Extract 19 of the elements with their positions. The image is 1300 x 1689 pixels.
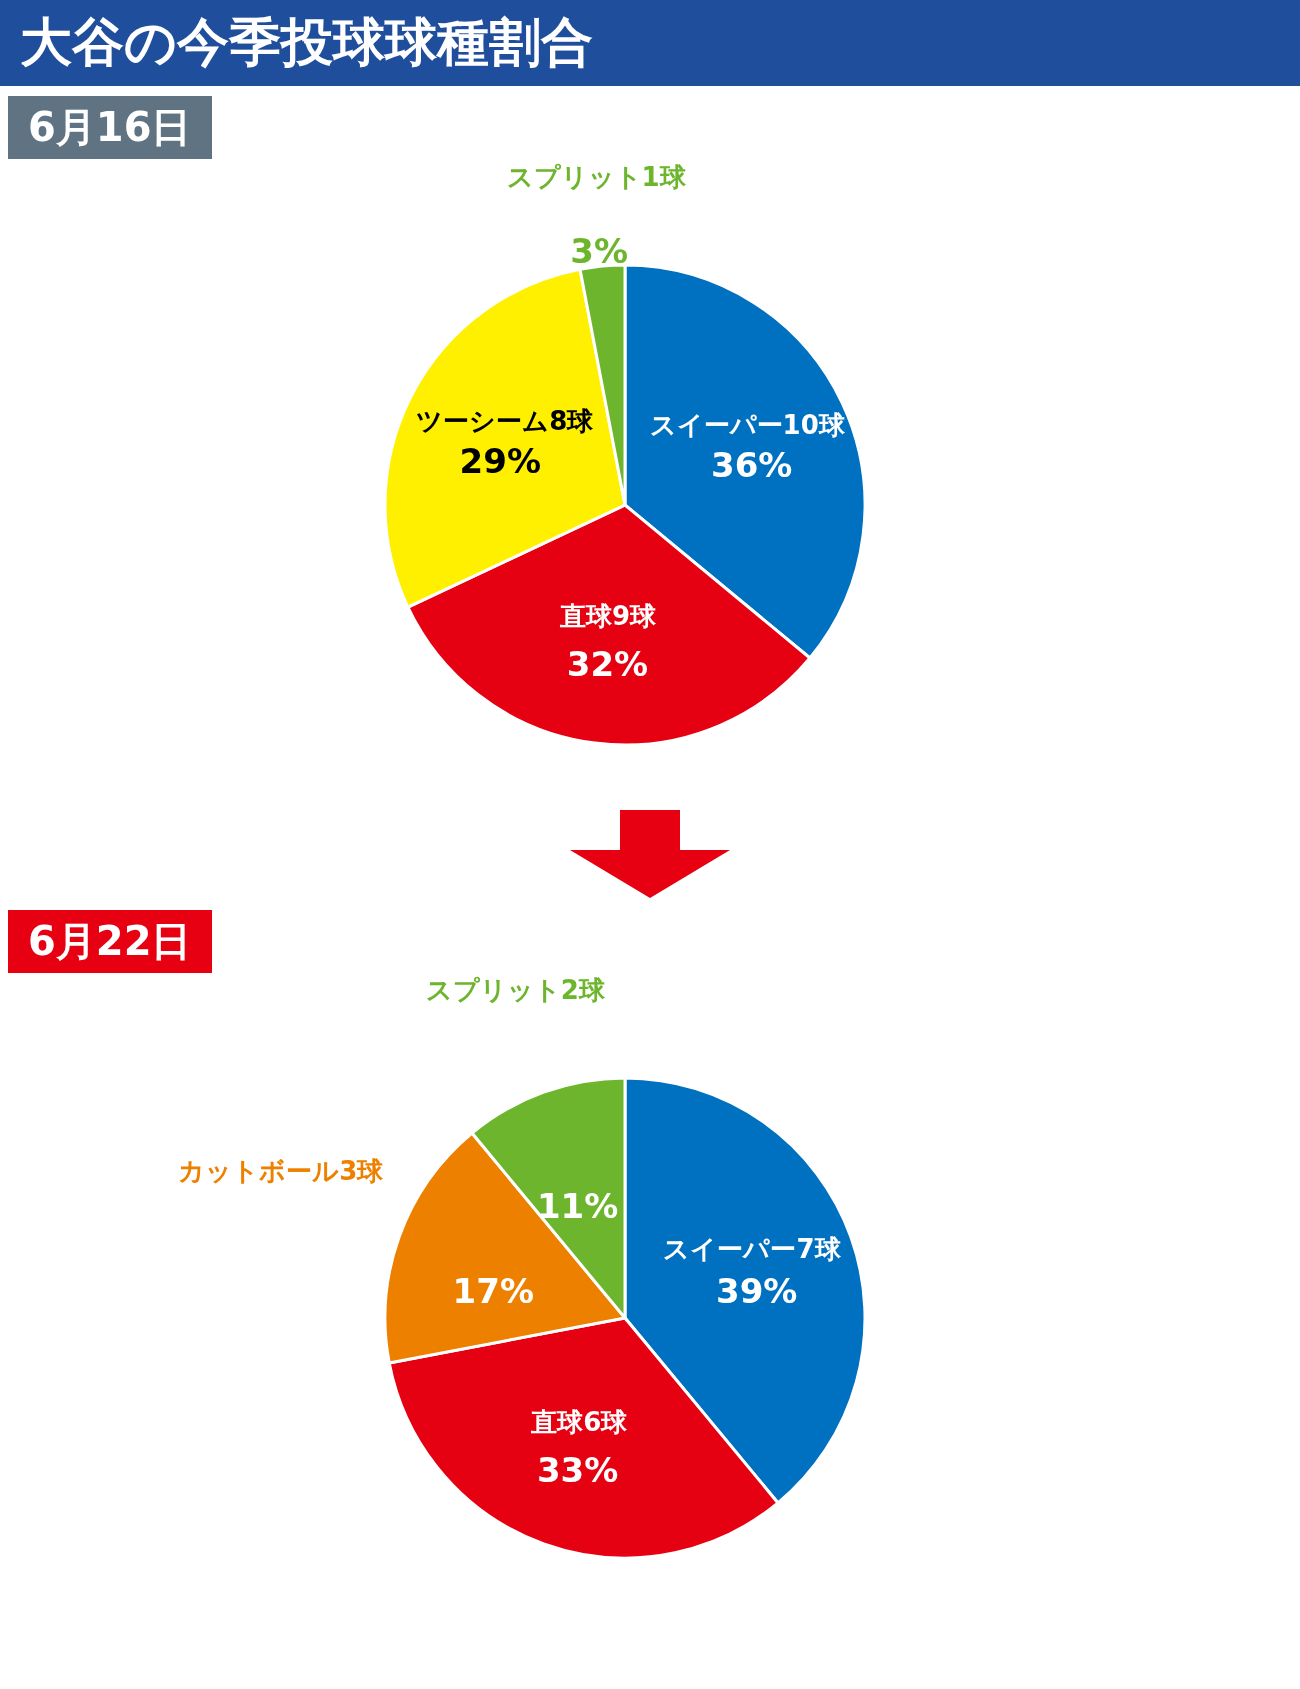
slice-label: スプリット2球 [425,975,606,1006]
slice-label: カットボール3球 [178,1156,385,1187]
data-label: 11% [536,1186,619,1227]
slice-label: スイーパー10球 [649,409,846,440]
data-label: 39% [716,1270,798,1311]
chart-title: 大谷の今季投球球種割合 [0,0,1300,86]
slice-label: 直球9球 [559,600,658,631]
data-label: 33% [536,1449,619,1490]
chart-subtitle: 6月16日 [8,96,212,159]
slice-label: スイーパー7球 [663,1234,842,1265]
data-label: 29% [459,441,541,482]
chart-subtitle: 6月22日 [8,910,212,973]
data-label: 17% [452,1270,534,1311]
slice-label: スプリット1球 [506,161,687,192]
slice-label: ツーシーム8球 [416,405,595,436]
data-label: 36% [710,445,793,486]
data-label: 3% [570,231,628,272]
data-label: 32% [566,643,649,684]
slice-label: 直球6球 [530,1407,629,1438]
